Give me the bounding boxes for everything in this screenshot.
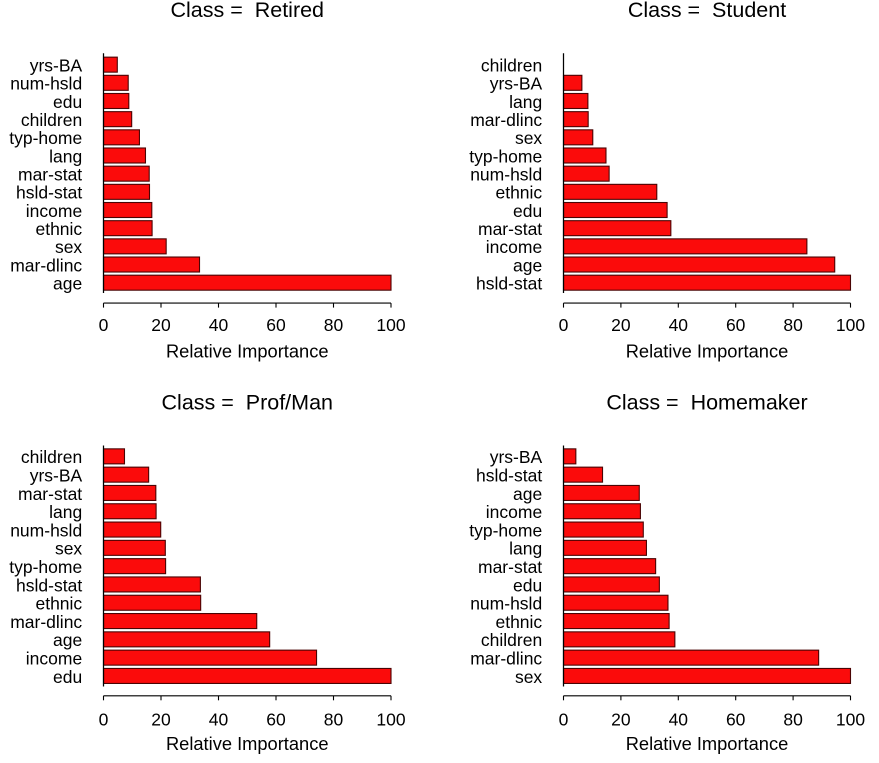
svg-text:num-hsld: num-hsld bbox=[10, 520, 82, 540]
svg-text:yrs-BA: yrs-BA bbox=[30, 465, 83, 485]
svg-text:ethnic: ethnic bbox=[35, 594, 82, 614]
svg-text:lang: lang bbox=[509, 539, 542, 559]
svg-text:age: age bbox=[53, 273, 82, 293]
svg-text:ethnic: ethnic bbox=[35, 219, 82, 239]
svg-text:children: children bbox=[21, 447, 82, 467]
svg-text:hsld-stat: hsld-stat bbox=[476, 465, 542, 485]
svg-text:60: 60 bbox=[266, 315, 286, 335]
svg-text:income: income bbox=[26, 648, 82, 668]
svg-text:mar-stat: mar-stat bbox=[478, 557, 542, 577]
svg-text:age: age bbox=[513, 255, 542, 275]
svg-text:60: 60 bbox=[726, 709, 746, 729]
svg-text:yrs-BA: yrs-BA bbox=[490, 74, 543, 94]
svg-text:children: children bbox=[481, 55, 542, 75]
svg-text:mar-stat: mar-stat bbox=[18, 484, 82, 504]
svg-text:0: 0 bbox=[559, 315, 569, 335]
svg-text:typ-home: typ-home bbox=[9, 557, 82, 577]
svg-text:typ-home: typ-home bbox=[9, 128, 82, 148]
svg-text:edu: edu bbox=[513, 575, 542, 595]
svg-text:ethnic: ethnic bbox=[495, 183, 542, 203]
svg-text:income: income bbox=[486, 237, 542, 257]
svg-text:100: 100 bbox=[376, 709, 405, 729]
svg-text:20: 20 bbox=[151, 709, 171, 729]
svg-text:sex: sex bbox=[55, 237, 82, 257]
svg-text:sex: sex bbox=[515, 128, 542, 148]
svg-text:sex: sex bbox=[55, 539, 82, 559]
svg-text:Class = Prof/Man: Class = Prof/Man bbox=[162, 390, 333, 414]
svg-text:60: 60 bbox=[266, 709, 286, 729]
svg-text:income: income bbox=[26, 201, 82, 221]
svg-text:lang: lang bbox=[509, 92, 542, 112]
svg-text:children: children bbox=[481, 630, 542, 650]
svg-text:0: 0 bbox=[559, 709, 569, 729]
svg-text:0: 0 bbox=[99, 709, 109, 729]
svg-text:edu: edu bbox=[53, 92, 82, 112]
svg-text:num-hsld: num-hsld bbox=[10, 74, 82, 94]
svg-text:sex: sex bbox=[515, 667, 542, 687]
svg-text:40: 40 bbox=[209, 709, 229, 729]
svg-text:Relative Importance: Relative Importance bbox=[166, 733, 329, 754]
svg-text:Relative Importance: Relative Importance bbox=[626, 341, 789, 362]
svg-text:num-hsld: num-hsld bbox=[470, 594, 542, 614]
svg-text:edu: edu bbox=[53, 667, 82, 687]
svg-text:yrs-BA: yrs-BA bbox=[490, 447, 543, 467]
svg-text:40: 40 bbox=[209, 315, 229, 335]
svg-text:20: 20 bbox=[611, 709, 631, 729]
svg-text:edu: edu bbox=[513, 201, 542, 221]
svg-text:mar-dlinc: mar-dlinc bbox=[10, 612, 82, 632]
svg-text:mar-dlinc: mar-dlinc bbox=[10, 255, 82, 275]
svg-text:80: 80 bbox=[324, 315, 344, 335]
svg-text:80: 80 bbox=[324, 709, 344, 729]
svg-text:100: 100 bbox=[836, 315, 865, 335]
svg-text:mar-dlinc: mar-dlinc bbox=[470, 648, 542, 668]
svg-text:100: 100 bbox=[836, 709, 865, 729]
svg-text:Class = Retired: Class = Retired bbox=[170, 0, 324, 22]
svg-text:Class = Student: Class = Student bbox=[628, 0, 786, 22]
svg-text:20: 20 bbox=[151, 315, 171, 335]
svg-text:80: 80 bbox=[783, 709, 803, 729]
svg-text:40: 40 bbox=[669, 709, 689, 729]
svg-text:20: 20 bbox=[611, 315, 631, 335]
svg-text:lang: lang bbox=[49, 502, 82, 522]
svg-text:age: age bbox=[53, 630, 82, 650]
svg-text:80: 80 bbox=[783, 315, 803, 335]
svg-text:Relative Importance: Relative Importance bbox=[626, 733, 789, 754]
svg-text:Relative Importance: Relative Importance bbox=[166, 341, 329, 362]
svg-text:mar-stat: mar-stat bbox=[18, 164, 82, 184]
svg-text:hsld-stat: hsld-stat bbox=[476, 273, 542, 293]
svg-text:40: 40 bbox=[669, 315, 689, 335]
svg-text:lang: lang bbox=[49, 146, 82, 166]
svg-text:ethnic: ethnic bbox=[495, 612, 542, 632]
svg-text:yrs-BA: yrs-BA bbox=[30, 55, 83, 75]
svg-text:typ-home: typ-home bbox=[469, 146, 542, 166]
svg-text:100: 100 bbox=[376, 315, 405, 335]
svg-text:typ-home: typ-home bbox=[469, 520, 542, 540]
svg-text:children: children bbox=[21, 110, 82, 130]
svg-text:mar-dlinc: mar-dlinc bbox=[470, 110, 542, 130]
svg-text:Class = Homemaker: Class = Homemaker bbox=[606, 390, 807, 414]
svg-text:60: 60 bbox=[726, 315, 746, 335]
svg-text:mar-stat: mar-stat bbox=[478, 219, 542, 239]
svg-text:age: age bbox=[513, 484, 542, 504]
svg-text:0: 0 bbox=[99, 315, 109, 335]
svg-text:hsld-stat: hsld-stat bbox=[16, 575, 82, 595]
svg-text:hsld-stat: hsld-stat bbox=[16, 183, 82, 203]
svg-text:num-hsld: num-hsld bbox=[470, 164, 542, 184]
svg-text:income: income bbox=[486, 502, 542, 522]
